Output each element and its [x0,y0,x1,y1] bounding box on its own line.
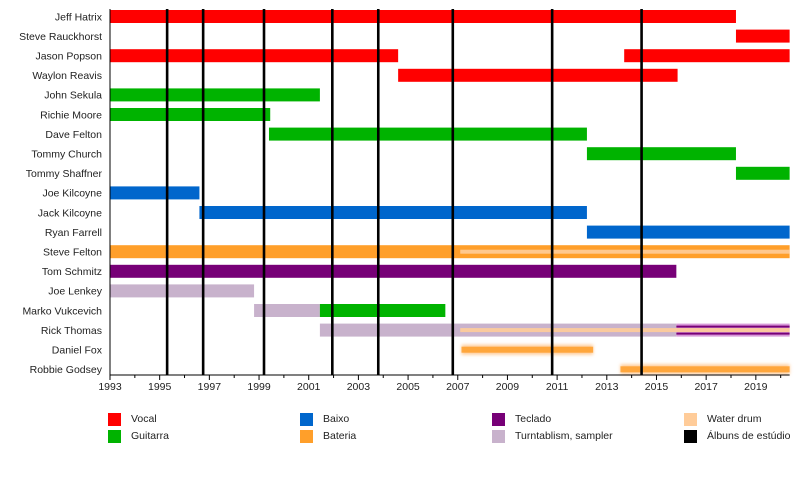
member-bars [110,10,790,375]
bar-vocal [398,68,678,82]
legend-swatch [300,429,313,443]
x-tick-label: 2001 [297,381,321,393]
legend-item: Turntablism, sampler [492,429,613,443]
x-tick-label: 2003 [347,381,371,393]
legend-item: Guitarra [108,429,169,443]
x-tick-label: 2019 [744,381,768,393]
x-tick-label: 2011 [546,381,569,393]
timeline-chart: Jeff Hatrix Steve Rauckhorst Jason Popson W… [19,9,790,393]
water-drum-stripe [460,328,790,333]
member-label: Ryan Farrell [45,227,102,239]
bar-guitarra [268,127,587,141]
member-label: Dave Felton [45,129,102,141]
x-tick-label: 2009 [496,381,520,393]
legend-item: Vocal [108,412,157,426]
bar-baixo [199,206,587,219]
keyboard-stripe [676,332,790,335]
member-label: Joe Kilcoyne [42,188,102,200]
legend-item: Water drum [684,412,761,426]
x-tick-label: 2005 [396,381,420,393]
bar-guitarra [319,304,446,317]
x-tick-label: 1999 [247,381,271,393]
bar-vocal [110,49,399,63]
member-label: Jason Popson [35,51,102,63]
x-tick-label: 1993 [98,381,122,393]
bar-baixo [110,186,200,200]
legend-label: Bateria [323,430,357,442]
member-label: Steve Rauckhorst [19,31,102,43]
bar-turntablism [254,304,320,317]
keyboard-stripe [676,325,790,328]
member-label: Tom Schmitz [42,266,102,278]
water-drum-stripe [460,249,790,254]
x-axis: 1993 1995 1997 1999 2001 2003 2005 2007 2009 2011… [98,9,790,393]
legend-swatch [108,429,121,443]
member-label: Jack Kilcoyne [38,207,102,219]
x-tick-label: 2013 [595,381,619,393]
member-label: Robbie Godsey [30,364,103,376]
bar-guitarra [110,108,271,121]
legend-label: Baixo [323,413,350,425]
legend-item: Bateria [300,429,356,443]
legend-swatch [300,412,313,426]
legend-swatch [492,429,505,443]
legend-label: Vocal [131,413,157,425]
member-label: Tommy Shaffner [26,168,103,180]
legend-item: Álbuns de estúdio [684,429,790,443]
bar-bateria [620,366,790,373]
bar-bateria [110,245,790,259]
x-tick-label: 1997 [198,381,222,393]
legend-label: Guitarra [131,430,169,442]
x-tick-label: 2007 [446,381,470,393]
legend-swatch [108,412,121,426]
legend: Vocal Guitarra Baixo Bateria Teclado Turntabl… [0,410,800,450]
member-label: John Sekula [44,90,102,102]
bar-guitarra [586,147,736,161]
member-label: Jeff Hatrix [55,11,103,23]
album-lines [165,9,643,375]
member-label: Tommy Church [31,149,102,161]
member-labels: Jeff Hatrix Steve Rauckhorst Jason Popson W… [19,11,103,376]
member-label: Joe Lenkey [48,286,102,298]
bar-teclado [110,264,677,278]
legend-label: Turntablism, sampler [515,430,613,442]
member-label: Daniel Fox [52,345,103,357]
legend-item: Baixo [300,412,349,426]
bar-guitarra [110,88,320,102]
bar-vocal [110,10,736,23]
bar-guitarra [735,166,790,180]
legend-item: Teclado [492,412,551,426]
legend-swatch [684,412,697,426]
member-label: Waylon Reavis [32,70,102,82]
member-label: Richie Moore [40,109,102,121]
legend-swatch [684,429,697,443]
x-tick-label: 2017 [694,381,718,393]
bar-turntablism [110,284,255,298]
legend-label: Álbuns de estúdio [707,430,791,442]
bar-bateria [461,346,594,353]
legend-label: Teclado [515,413,552,425]
member-label: Rick Thomas [41,325,102,337]
bar-vocal [624,49,790,63]
x-tick-label: 1995 [148,381,172,393]
member-label: Steve Felton [43,247,102,259]
legend-label: Water drum [707,413,762,425]
x-tick-label: 2015 [645,381,669,393]
bar-vocal [735,29,790,43]
legend-swatch [492,412,505,426]
member-label: Marko Vukcevich [22,305,102,317]
bar-baixo [586,225,790,239]
